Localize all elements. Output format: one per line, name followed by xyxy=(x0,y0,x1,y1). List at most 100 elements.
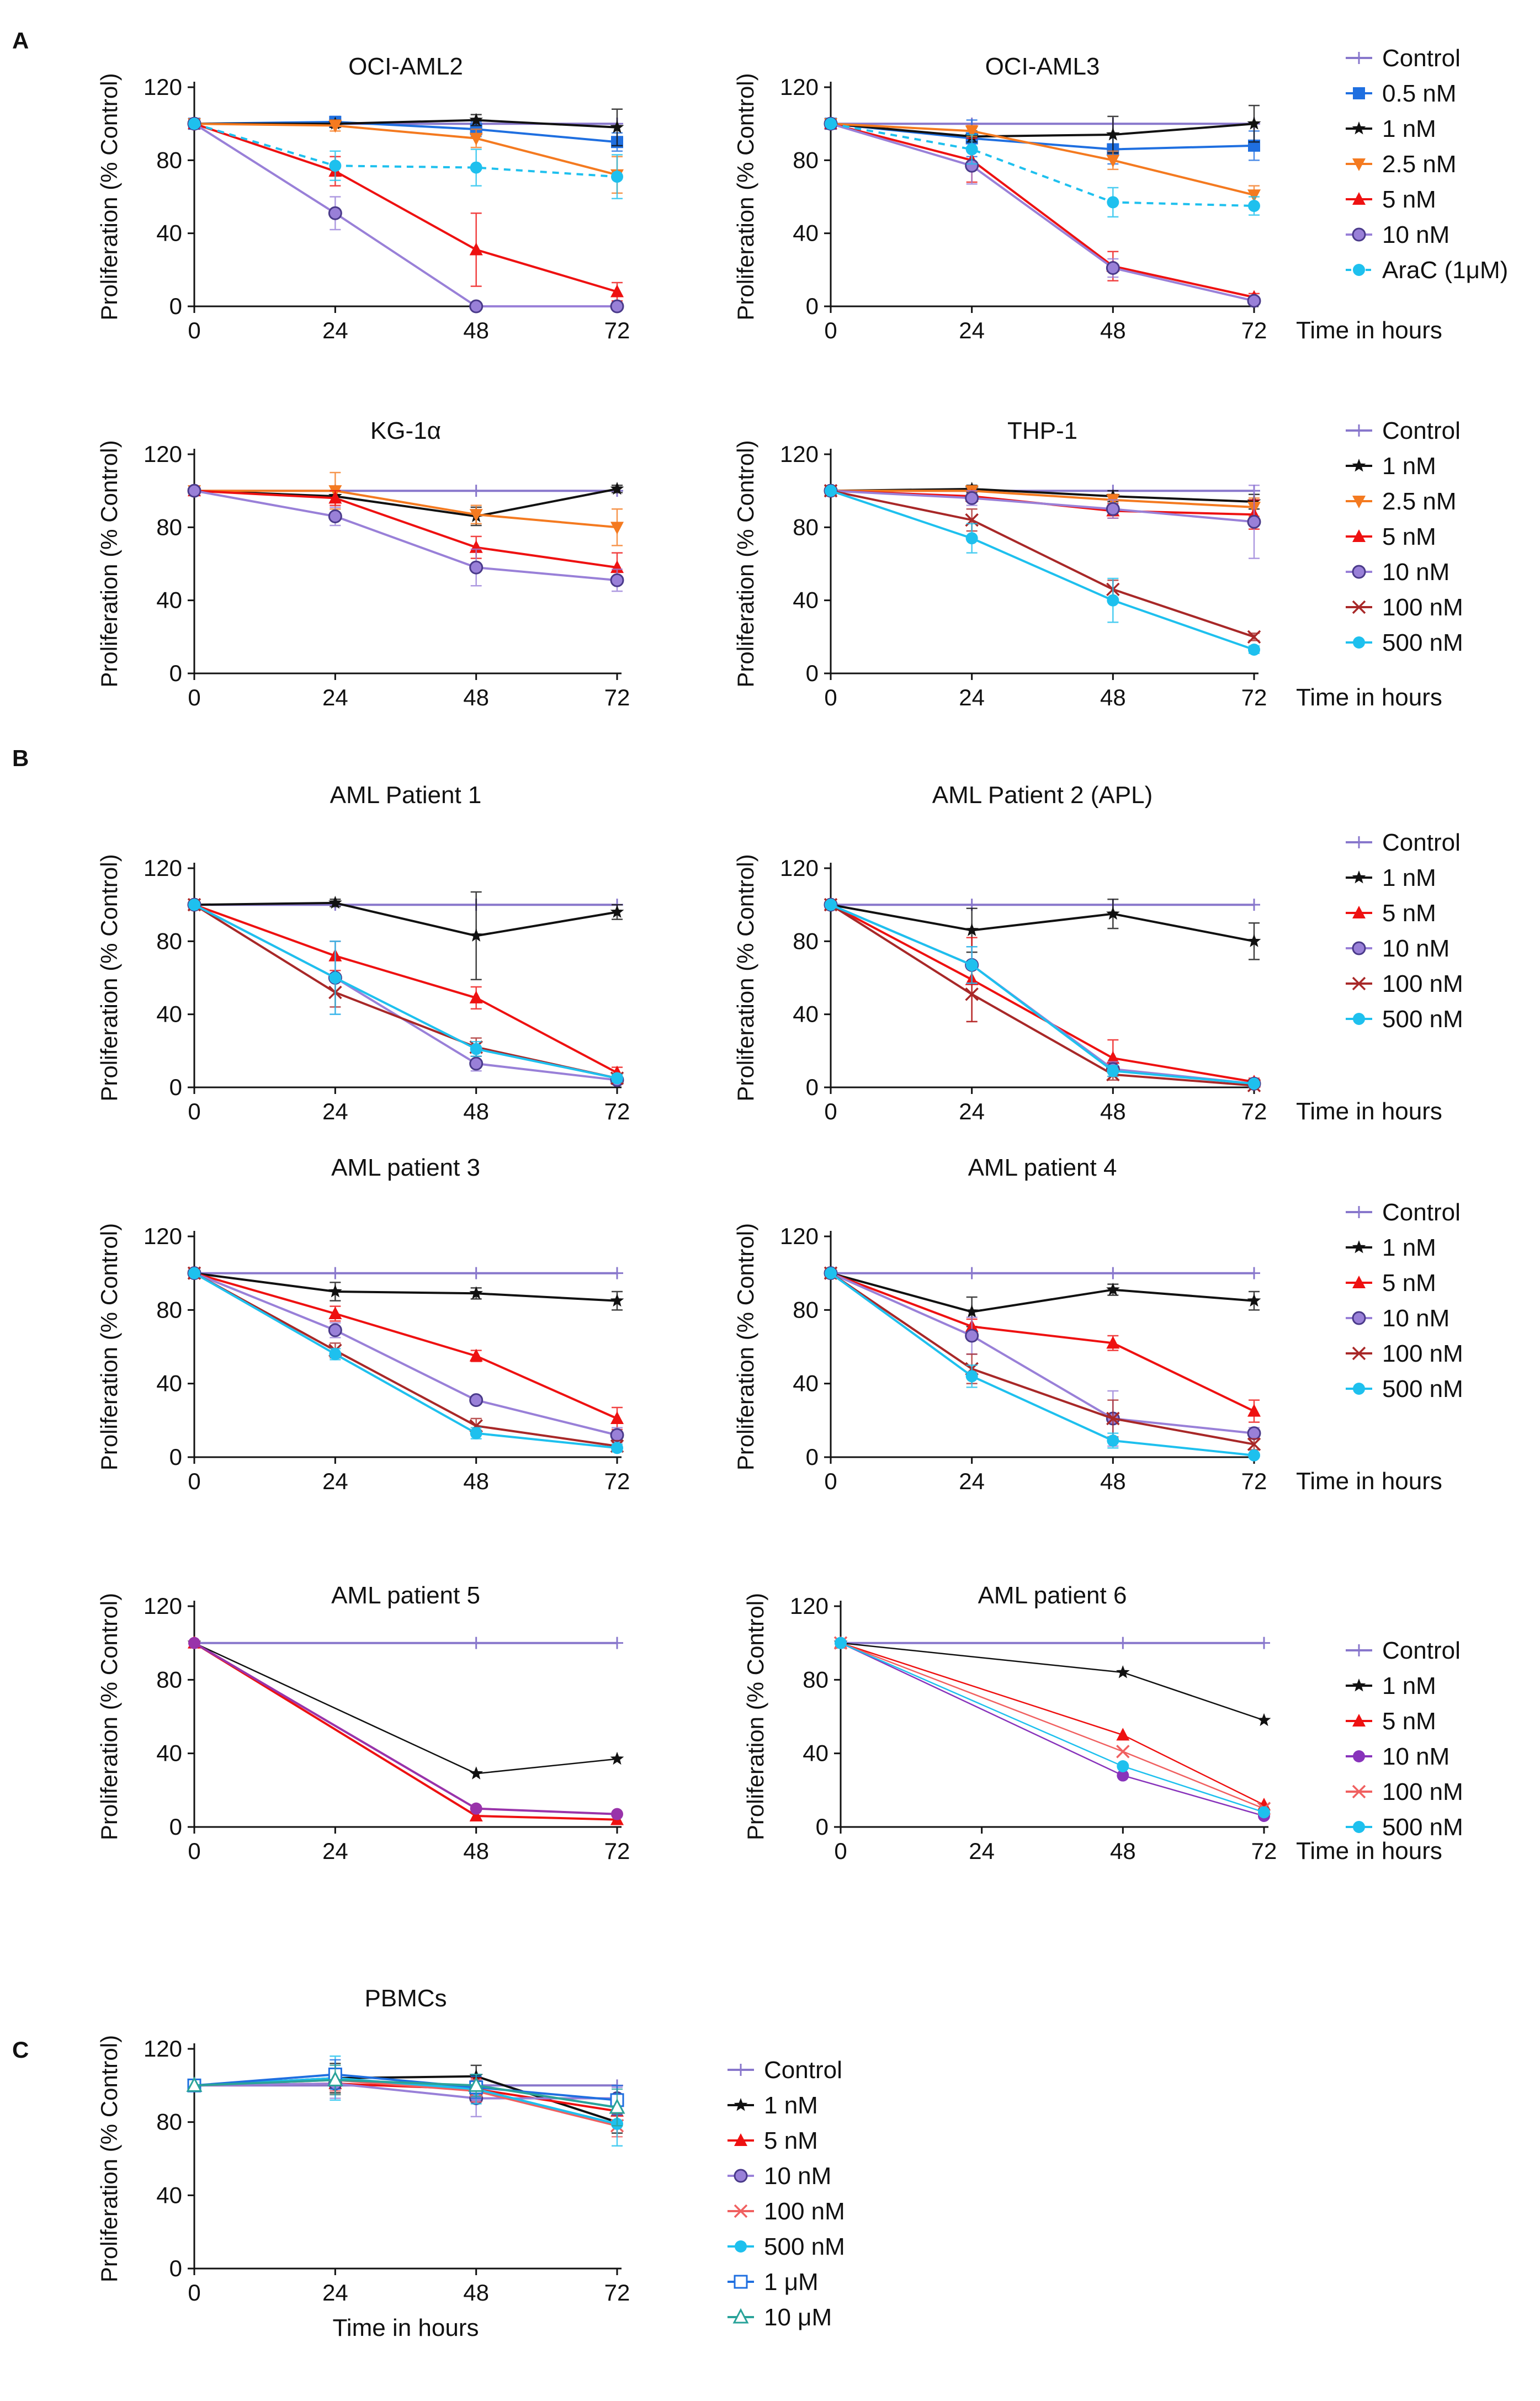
series-arac-1um xyxy=(825,118,1260,218)
chart-oci-aml2: OCI-AML2 0 40 80 120 0 24 48 72 Proliferation (% … xyxy=(96,53,630,343)
series-line xyxy=(194,1272,618,1447)
data-point xyxy=(1116,1728,1130,1741)
legend-marker xyxy=(1352,1276,1366,1288)
legend-marker xyxy=(734,2275,748,2289)
chart-title: AML patient 3 xyxy=(331,1154,480,1181)
data-point xyxy=(469,299,484,314)
data-point xyxy=(825,899,837,911)
y-tick-label: 40 xyxy=(156,1371,182,1396)
x-tick-label: 72 xyxy=(604,317,630,343)
data-point xyxy=(1106,1282,1120,1296)
data-point xyxy=(1106,1411,1120,1426)
data-point xyxy=(469,1056,484,1071)
series-line xyxy=(830,490,1255,638)
series-500-nm xyxy=(188,899,623,1085)
chart-aml-patient-6: AML patient 6 0 40 80 120 0 24 48 72 Proliferatio… xyxy=(742,1582,1463,1865)
legend-marker xyxy=(1353,424,1365,437)
data-point xyxy=(188,1637,200,1649)
y-tick-label: 40 xyxy=(803,1740,829,1766)
data-point xyxy=(328,491,342,504)
legend-label-1-um: 1 μM xyxy=(764,2269,819,2296)
data-point xyxy=(611,1808,623,1820)
chart-title: AML patient 5 xyxy=(331,1582,480,1609)
series-line xyxy=(830,123,1255,302)
legend-label-1-nm: 1 nM xyxy=(764,2092,818,2119)
legend-label-control: Control xyxy=(1382,45,1461,72)
data-point xyxy=(835,1637,847,1649)
data-point xyxy=(610,1411,624,1424)
y-tick-label: 80 xyxy=(793,928,819,954)
y-tick-label: 40 xyxy=(156,1001,182,1027)
y-axis-label: Proliferation (% Control) xyxy=(732,440,758,687)
series-line xyxy=(830,1272,1255,1435)
y-axis-label: Proliferation (% Control) xyxy=(96,73,122,320)
data-point xyxy=(1258,1637,1270,1649)
y-tick-label: 40 xyxy=(156,2182,182,2208)
data-point xyxy=(1248,200,1260,213)
legend-marker xyxy=(1352,870,1366,884)
legend-marker xyxy=(1353,1013,1365,1025)
data-point xyxy=(611,1267,623,1279)
series-line xyxy=(194,123,618,293)
chart-title: OCI-AML3 xyxy=(985,53,1100,80)
legend-marker xyxy=(1352,158,1366,171)
y-tick-label: 40 xyxy=(793,1371,819,1396)
data-point xyxy=(469,928,483,942)
x-tick-label: 48 xyxy=(1110,1838,1136,1864)
legend-marker xyxy=(1353,1750,1365,1762)
legend-marker xyxy=(1353,1821,1365,1833)
series-line xyxy=(830,904,1255,1085)
series-10-um xyxy=(186,2064,625,2127)
data-point xyxy=(965,1370,978,1383)
data-point xyxy=(469,242,483,256)
data-point xyxy=(1257,1713,1271,1727)
x-tick-label: 0 xyxy=(188,1468,200,1494)
legend: Control 0.5 nM 1 nM 2.5 nM 5 nM 10 nM AraC (1μ… xyxy=(1346,45,1508,284)
data-point xyxy=(1248,899,1260,911)
series-5-nm xyxy=(188,484,624,583)
legend-label-1-nm: 1 nM xyxy=(1382,453,1436,480)
x-tick-label: 48 xyxy=(1100,1098,1126,1124)
y-axis-label: Proliferation (% Control) xyxy=(96,1223,122,1470)
data-point xyxy=(1248,643,1260,656)
series-500-nm xyxy=(188,1267,623,1454)
series-line xyxy=(193,1642,618,1821)
data-point xyxy=(965,987,979,1001)
data-point xyxy=(965,532,978,545)
series-10-nm xyxy=(187,484,624,592)
legend-marker xyxy=(734,2169,748,2183)
chart-oci-aml3: OCI-AML3 0 40 80 120 0 24 48 72 Proliferation (% … xyxy=(732,45,1508,344)
y-tick-label: 0 xyxy=(816,1814,829,1840)
series-100-nm xyxy=(824,897,1261,1092)
data-point xyxy=(825,1267,837,1279)
legend-label-control: Control xyxy=(1382,1199,1461,1226)
chart-title: KG-1α xyxy=(370,417,441,444)
y-tick-label: 0 xyxy=(169,1444,182,1470)
series-2-5-nm xyxy=(188,471,624,546)
data-point xyxy=(469,1286,483,1299)
data-point xyxy=(610,1751,624,1765)
legend-marker xyxy=(1352,941,1366,955)
legend-marker xyxy=(1352,1678,1366,1692)
x-tick-label: 24 xyxy=(322,1098,348,1124)
data-point xyxy=(610,905,624,918)
series-line xyxy=(194,2079,618,2109)
data-point xyxy=(188,118,200,130)
series-arac-1um xyxy=(188,118,623,200)
data-point xyxy=(1247,1404,1261,1417)
legend-marker xyxy=(732,2308,749,2324)
data-point xyxy=(610,522,624,535)
series-line xyxy=(830,1272,1255,1446)
legend-label-10-nm: 10 nM xyxy=(1382,1743,1449,1770)
series-line xyxy=(194,1272,618,1420)
y-axis-label: Proliferation (% Control) xyxy=(96,854,122,1101)
series-1-nm xyxy=(824,897,1261,960)
series-line xyxy=(840,1642,1265,1721)
legend-label-control: Control xyxy=(1382,829,1461,856)
x-tick-label: 24 xyxy=(322,684,348,710)
data-point xyxy=(1107,1065,1119,1077)
x-tick-label: 72 xyxy=(1241,684,1267,710)
x-tick-label: 0 xyxy=(834,1838,847,1864)
data-point xyxy=(965,959,978,971)
